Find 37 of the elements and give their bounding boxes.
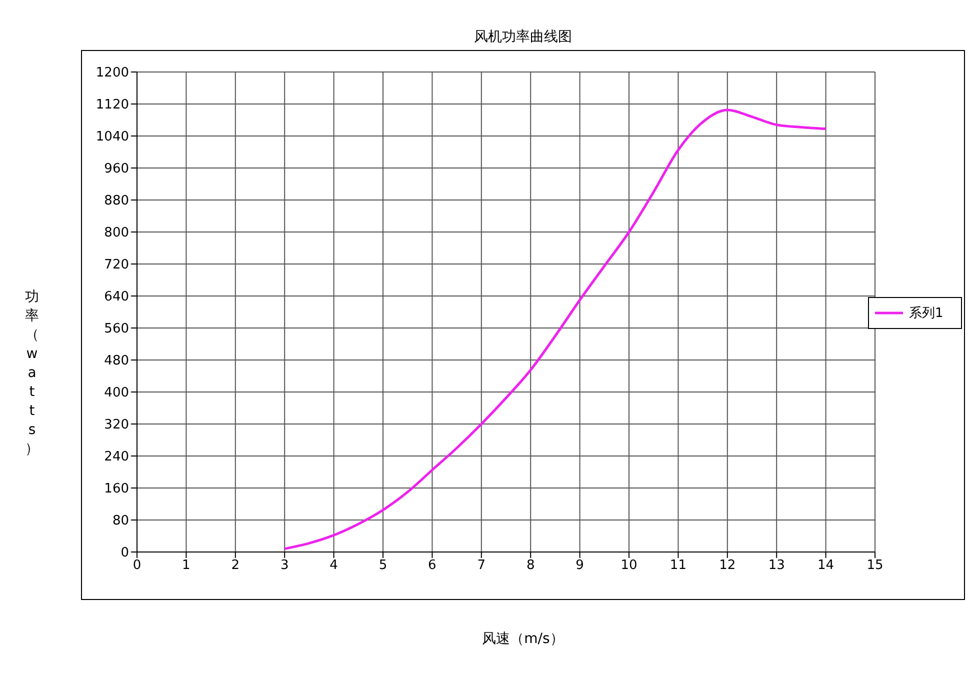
x-tick-label: 10 [620, 558, 638, 574]
x-tick-label: 11 [670, 558, 686, 574]
x-tick-label: 13 [768, 558, 785, 574]
y-tick-label: 800 [104, 226, 129, 241]
x-tick-label: 7 [477, 558, 486, 574]
y-tick-label: 1040 [96, 130, 129, 145]
y-tick-label: 480 [104, 354, 129, 369]
x-tick-label: 15 [866, 558, 884, 574]
x-tick-label: 4 [330, 558, 338, 574]
y-tick-label: 720 [104, 258, 129, 273]
x-tick-label: 14 [818, 558, 834, 574]
x-tick-label: 1 [182, 558, 190, 574]
legend-label: 系列1 [909, 305, 944, 322]
y-tick-label: 320 [104, 418, 129, 433]
y-tick-label: 80 [112, 514, 129, 529]
x-tick-label: 0 [132, 558, 142, 574]
text: 功率（watts） [25, 289, 39, 457]
x-tick-label: 5 [378, 558, 388, 574]
x-tick-label: 9 [576, 558, 584, 574]
x-tick-label: 6 [428, 558, 436, 574]
chart-title: 风机功率曲线图 [473, 28, 573, 46]
y-tick-label: 0 [120, 546, 129, 561]
y-tick-label: 1120 [96, 98, 129, 113]
y-tick-label: 1200 [96, 66, 129, 81]
x-tick-label: 12 [719, 558, 736, 574]
y-tick-label: 640 [104, 290, 129, 305]
y-tick-label: 240 [104, 450, 129, 465]
x-axis-title: 风速（m/s） [481, 630, 565, 648]
y-tick-label: 400 [104, 386, 129, 401]
x-tick-label: 2 [231, 558, 240, 574]
line-series [283, 108, 828, 550]
x-tick-label: 8 [526, 558, 535, 574]
x-tick-label: 3 [280, 558, 289, 574]
y-tick-label: 160 [104, 482, 129, 497]
y-tick-label: 960 [104, 162, 129, 177]
y-tick-label: 560 [104, 322, 129, 337]
y-tick-label: 880 [104, 194, 129, 209]
